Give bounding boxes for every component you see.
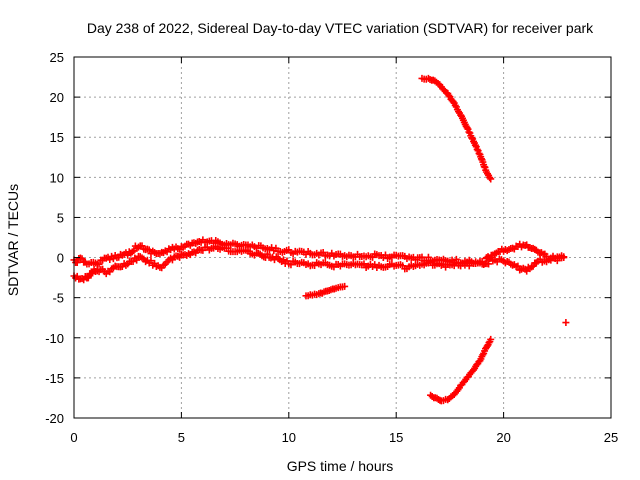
series-arc-high: [418, 74, 495, 183]
x-tick-label: 5: [178, 430, 185, 445]
data-points: [70, 74, 570, 405]
x-axis-title: GPS time / hours: [287, 458, 394, 474]
data-point: [84, 274, 92, 282]
axis-ticks: 0 5 10 15 20 25 -20 -15 -10 -5 0 5 10 15 20 25: [45, 50, 618, 445]
plot-frame: [73, 56, 612, 419]
data-point: [465, 262, 473, 270]
y-tick-label: 20: [50, 90, 64, 105]
data-point: [514, 262, 522, 270]
data-point: [478, 260, 486, 268]
data-point: [454, 108, 462, 116]
data-point: [487, 175, 495, 183]
data-point: [485, 260, 493, 268]
data-point: [463, 124, 471, 132]
data-point: [465, 128, 473, 136]
data-point: [73, 259, 81, 267]
series-main-band-lower: [70, 243, 486, 284]
data-point: [418, 253, 426, 261]
series-main-band-upper: [70, 236, 493, 268]
y-tick-label: 0: [57, 251, 64, 266]
data-point: [468, 134, 476, 142]
x-tick-label: 10: [282, 430, 296, 445]
y-tick-label: -15: [45, 371, 64, 386]
y-tick-label: 10: [50, 170, 64, 185]
series-short-arc-negative: [302, 282, 349, 300]
chart-title: Day 238 of 2022, Sidereal Day-to-day VTE…: [87, 20, 594, 36]
data-point: [133, 256, 141, 264]
data-point: [95, 260, 103, 268]
data-point: [341, 282, 349, 290]
data-point: [145, 246, 153, 254]
data-point: [279, 256, 287, 264]
data-point: [287, 261, 295, 269]
x-tick-label: 0: [70, 430, 77, 445]
data-point: [473, 145, 481, 153]
y-tick-label: -20: [45, 411, 64, 426]
data-point: [486, 174, 494, 182]
data-point: [445, 91, 453, 99]
data-point: [479, 351, 487, 359]
x-tick-label: 25: [604, 430, 618, 445]
grid: [74, 57, 611, 418]
x-tick-label: 15: [389, 430, 403, 445]
y-tick-label: -5: [52, 291, 64, 306]
y-tick-label: 15: [50, 130, 64, 145]
y-tick-label: 5: [57, 210, 64, 225]
y-tick-label: 25: [50, 50, 64, 65]
data-point: [562, 319, 570, 327]
data-point: [470, 366, 478, 374]
data-point: [560, 254, 568, 262]
data-point: [471, 141, 479, 149]
y-tick-label: -10: [45, 331, 64, 346]
data-point: [147, 257, 155, 265]
x-tick-label: 20: [496, 430, 510, 445]
series-tail-lower: [482, 253, 568, 275]
series-arc-low: [427, 335, 495, 405]
y-axis-title: SDTVAR / TECUs: [5, 184, 21, 296]
data-point: [449, 98, 457, 106]
data-point: [487, 335, 495, 343]
data-point: [360, 260, 368, 268]
series-outlier: [562, 319, 570, 327]
